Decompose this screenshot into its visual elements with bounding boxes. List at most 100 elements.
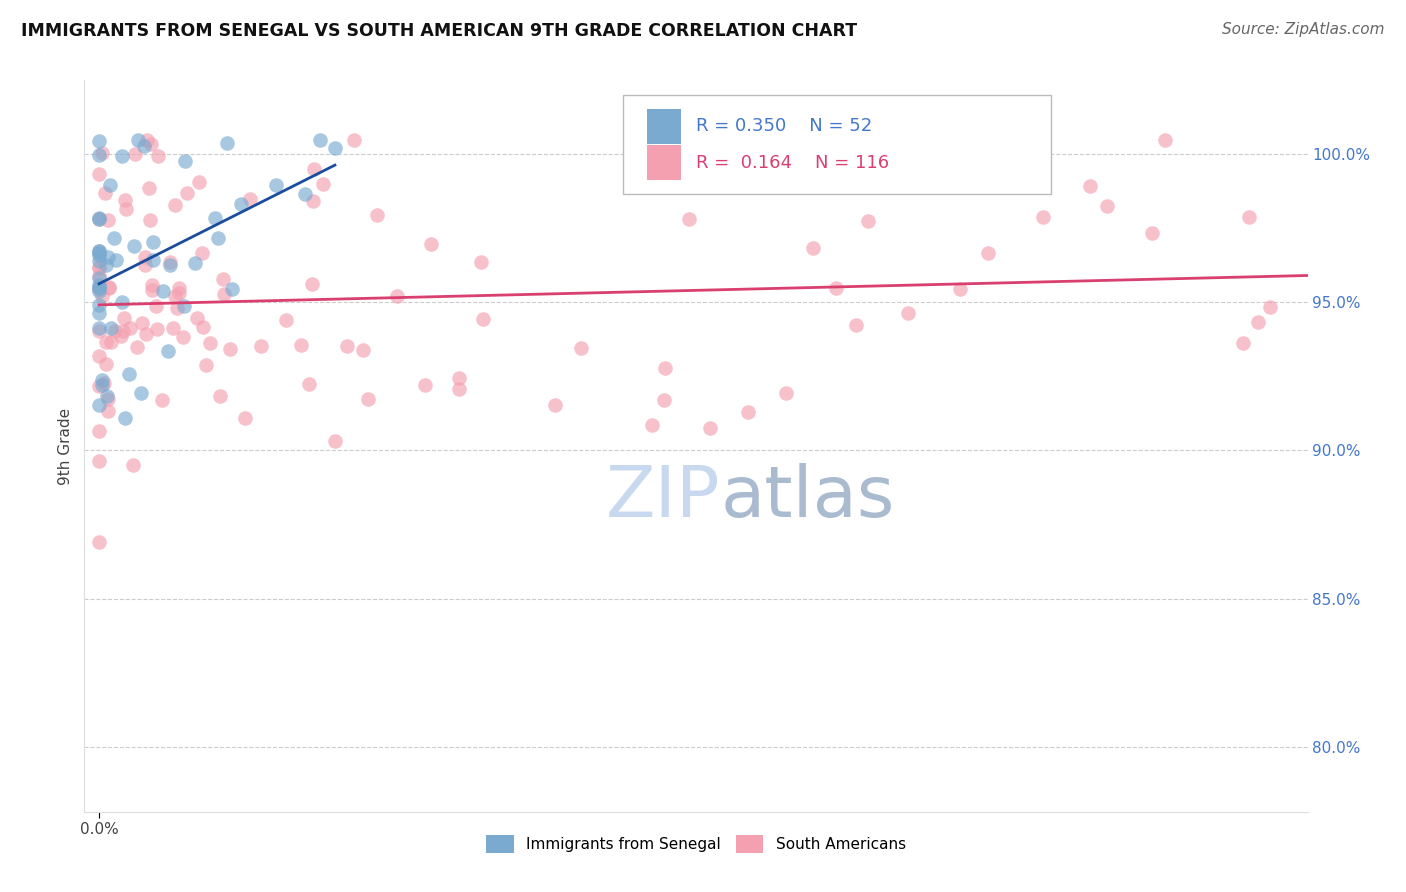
Point [845, 318, 868, 332]
Point [159, 258, 181, 272]
Point [87, 254, 110, 268]
Point [1097, 199, 1119, 213]
Point [298, 376, 321, 391]
Point [1237, 210, 1260, 224]
Point [325, 434, 347, 448]
Point [98, 280, 121, 294]
Point [131, 316, 153, 330]
Point [830, 162, 852, 177]
Point [104, 324, 127, 338]
Point [142, 235, 165, 249]
Point [87, 284, 110, 298]
Point [87, 306, 110, 320]
Point [87, 280, 110, 294]
Point [312, 177, 335, 191]
Point [146, 149, 169, 163]
Point [111, 295, 134, 310]
Point [87, 398, 110, 412]
Text: R = 0.350    N = 52: R = 0.350 N = 52 [696, 118, 872, 136]
Point [571, 341, 593, 355]
Bar [647, 109, 682, 144]
Point [977, 246, 1000, 260]
Point [215, 136, 238, 150]
Point [141, 278, 163, 293]
Point [96, 258, 118, 272]
Point [127, 339, 149, 353]
Point [139, 136, 162, 151]
Text: R =  0.164    N = 116: R = 0.164 N = 116 [696, 154, 889, 172]
Point [87, 244, 110, 258]
Point [135, 327, 157, 342]
Point [115, 202, 138, 216]
Point [87, 245, 110, 260]
Point [1080, 179, 1102, 194]
Text: ZIP: ZIP [606, 463, 720, 532]
Point [172, 329, 194, 343]
Point [122, 238, 145, 252]
Point [87, 454, 110, 468]
Point [87, 167, 110, 181]
Point [212, 287, 235, 301]
Point [801, 241, 824, 255]
Point [87, 134, 110, 148]
Point [174, 153, 197, 168]
Point [150, 392, 173, 407]
Point [145, 299, 167, 313]
Point [90, 373, 112, 387]
Point [415, 378, 437, 392]
Point [98, 178, 121, 192]
Point [239, 192, 262, 206]
Point [112, 311, 135, 326]
Point [114, 411, 136, 425]
Point [96, 357, 118, 371]
Point [87, 211, 110, 225]
Point [138, 181, 160, 195]
Point [90, 289, 112, 303]
Point [87, 148, 110, 162]
Point [1247, 315, 1270, 329]
Point [194, 358, 217, 372]
Point [387, 289, 409, 303]
Point [323, 141, 346, 155]
Point [156, 343, 179, 358]
Point [134, 138, 156, 153]
Point [654, 393, 676, 408]
Point [94, 335, 117, 350]
Point [96, 389, 118, 403]
Point [112, 324, 135, 338]
Point [1258, 300, 1281, 314]
Point [129, 385, 152, 400]
Point [87, 212, 110, 227]
Point [264, 178, 287, 192]
Point [1142, 226, 1164, 240]
Point [775, 386, 797, 401]
Point [97, 250, 120, 264]
Point [190, 245, 212, 260]
Point [136, 132, 159, 146]
Point [167, 281, 190, 295]
Point [100, 335, 122, 350]
Point [641, 417, 664, 432]
Point [87, 278, 110, 293]
Point [309, 132, 332, 146]
Point [186, 310, 208, 325]
Point [176, 186, 198, 200]
Point [87, 324, 110, 338]
Point [110, 329, 132, 343]
Point [824, 281, 846, 295]
Point [134, 251, 156, 265]
Point [897, 306, 920, 320]
Point [274, 312, 297, 326]
Point [191, 319, 214, 334]
Point [949, 282, 972, 296]
Point [104, 253, 127, 268]
Point [167, 286, 190, 301]
Point [1153, 132, 1175, 146]
Point [94, 186, 117, 200]
Point [142, 253, 165, 268]
Point [87, 260, 110, 274]
Point [163, 198, 186, 212]
Point [152, 285, 174, 299]
Point [198, 335, 221, 350]
Point [87, 282, 110, 296]
